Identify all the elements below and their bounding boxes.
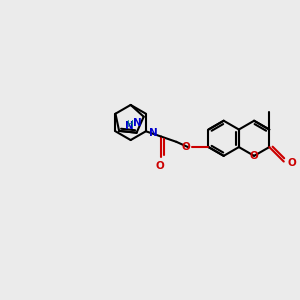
Text: O: O	[288, 158, 296, 168]
Text: N: N	[133, 118, 141, 128]
Text: O: O	[181, 142, 190, 152]
Text: O: O	[155, 160, 164, 170]
Text: N: N	[149, 128, 158, 138]
Text: H: H	[126, 120, 133, 129]
Text: O: O	[250, 151, 259, 161]
Text: N: N	[125, 121, 134, 131]
